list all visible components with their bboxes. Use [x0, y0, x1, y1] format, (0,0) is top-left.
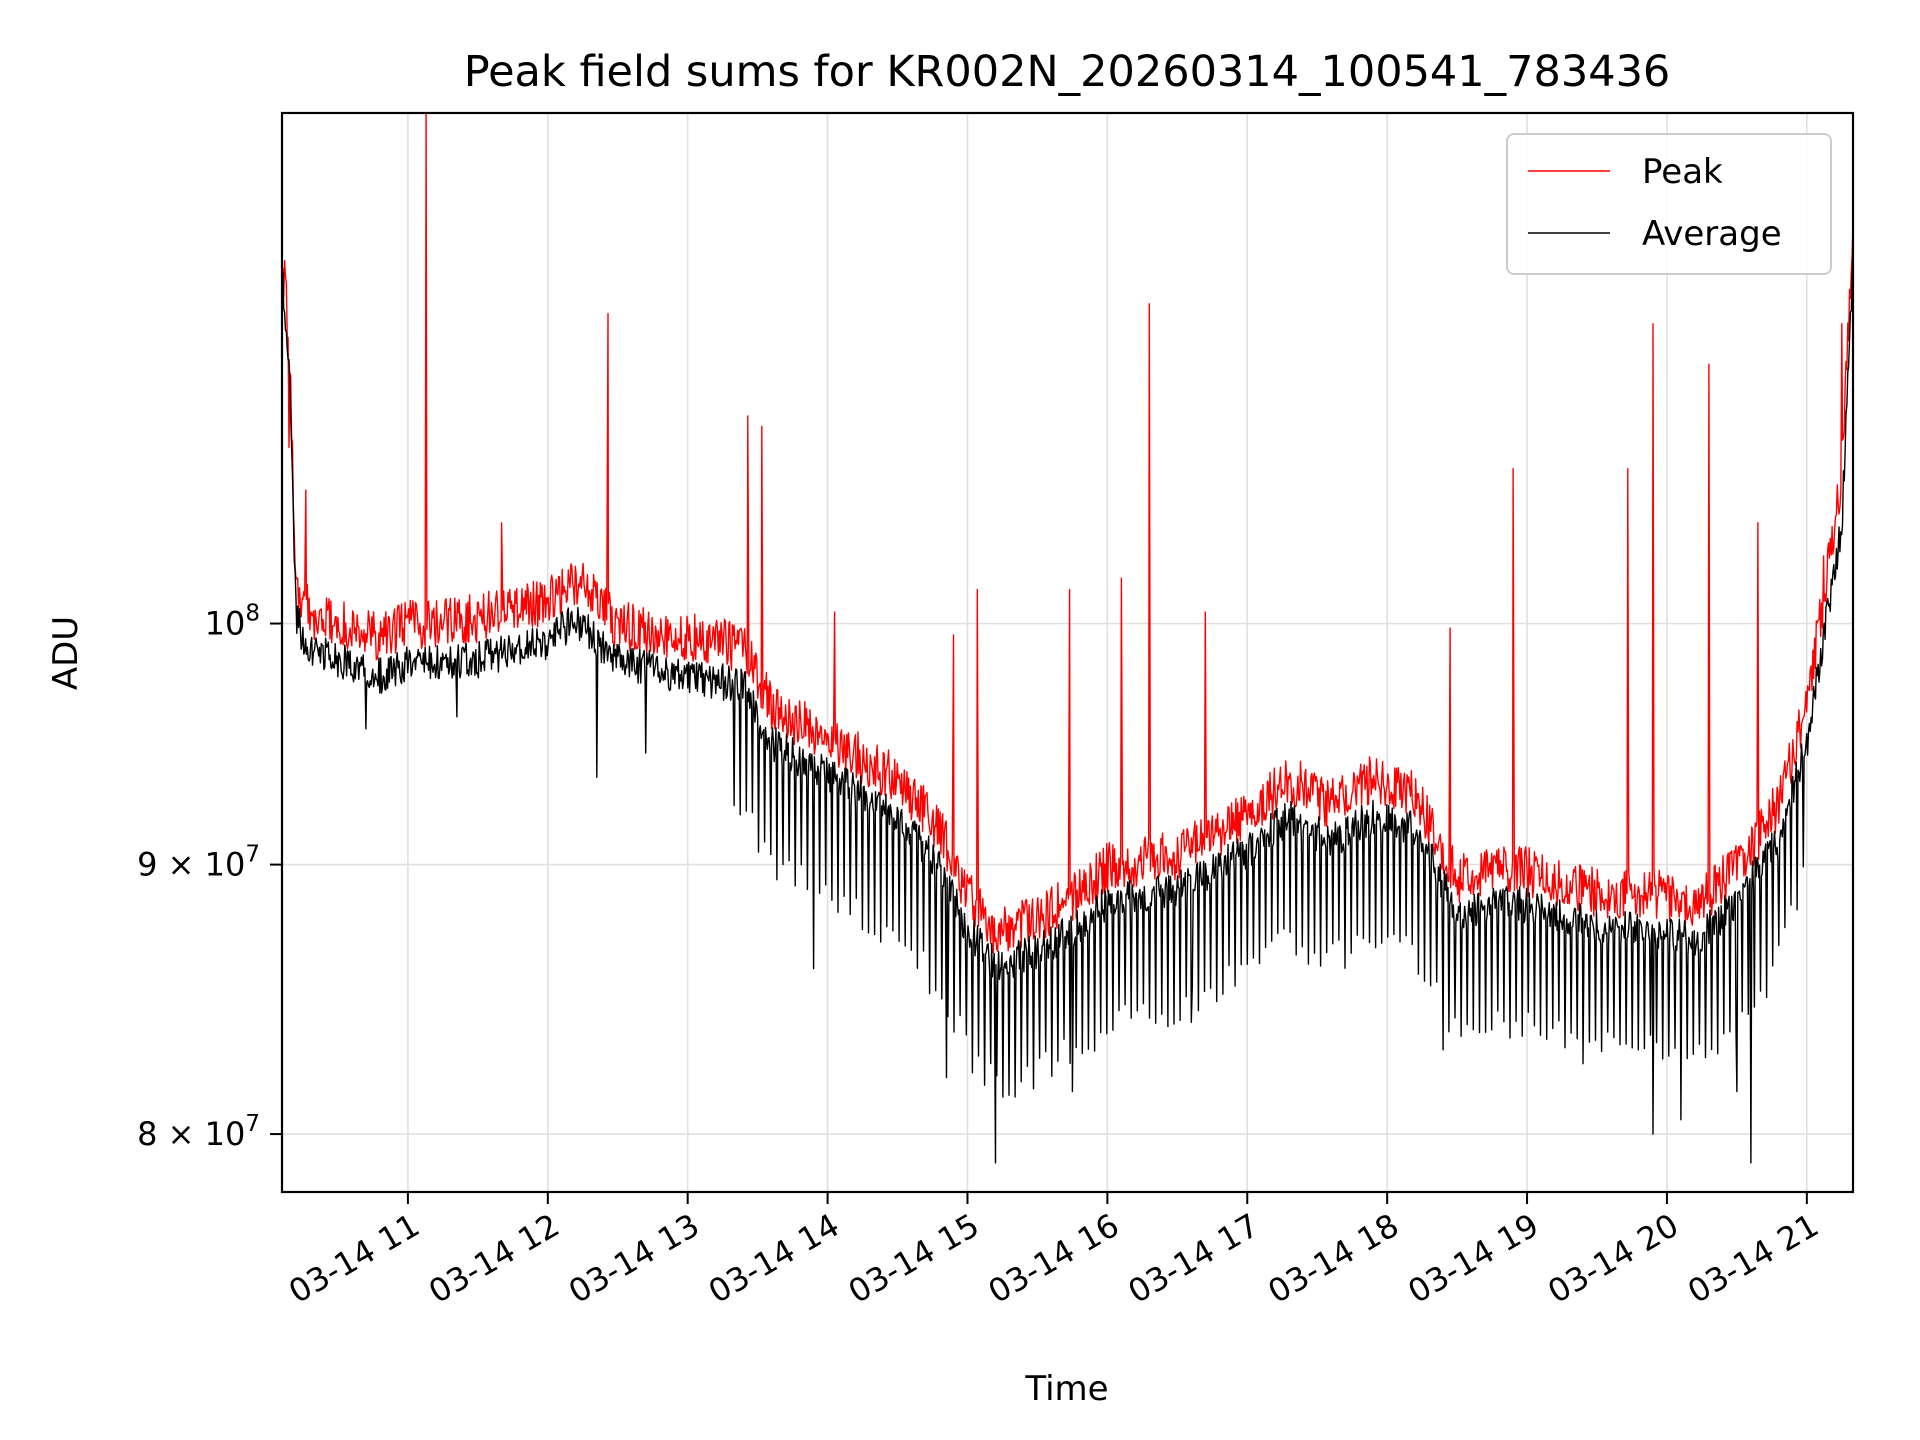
y-tick-label: 9 × 107	[137, 842, 260, 884]
average-series-line	[282, 250, 1853, 1164]
legend-peak-label: Peak	[1642, 152, 1723, 192]
grid-lines	[282, 113, 1853, 1192]
legend-average-label: Average	[1642, 214, 1782, 254]
legend-box	[1506, 133, 1832, 275]
y-axis-label: ADU	[46, 616, 86, 690]
plot-area	[282, 113, 1853, 1164]
legend: Peak Average	[1506, 133, 1832, 275]
y-axis-ticks: 8 × 107 9 × 107 108	[137, 601, 282, 1153]
chart-title: Peak field sums for KR002N_20260314_1005…	[464, 47, 1671, 97]
peak-series-line	[282, 113, 1853, 954]
x-axis-label: Time	[1024, 1369, 1108, 1409]
y-tick-label: 108	[205, 601, 260, 643]
y-tick-label: 8 × 107	[137, 1111, 260, 1153]
plot-frame	[280, 111, 1855, 1194]
